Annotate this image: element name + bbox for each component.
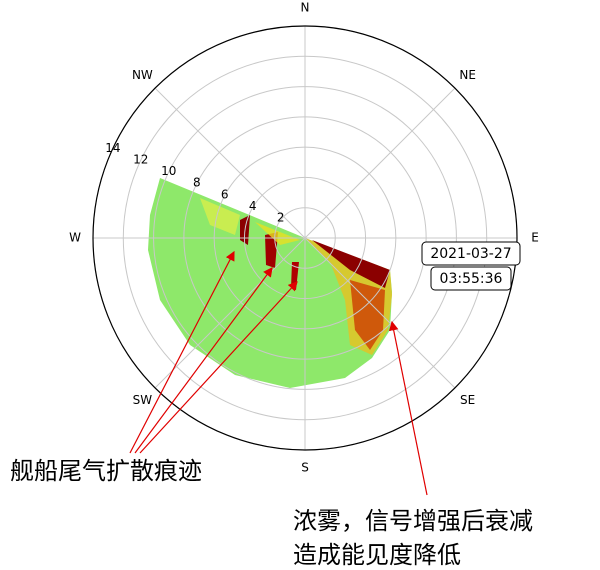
timestamp: 2021-03-27 03:55:36: [421, 241, 521, 291]
r-tick-label: 2: [277, 210, 285, 224]
theta-tick-label: NE: [459, 68, 476, 82]
theta-tick-label: W: [69, 231, 81, 245]
grid-circle: [153, 86, 457, 390]
scan-area: [148, 178, 392, 388]
spoke: [304, 237, 456, 389]
grid-circle: [213, 146, 397, 330]
grid-circle: [183, 116, 427, 360]
spoke: [304, 87, 456, 239]
r-tick-label: 10: [161, 164, 176, 178]
grid-circle: [122, 55, 488, 421]
theta-tick-label: N: [301, 1, 310, 15]
grid-circle: [274, 207, 336, 269]
outer-circle: [92, 25, 518, 451]
r-tick-label: 6: [221, 187, 229, 201]
r-tick-label: 12: [133, 152, 148, 166]
annotation: 浓雾，信号增强后衰减: [293, 507, 533, 535]
date: 2021-03-27: [430, 246, 511, 262]
time: 03:55:36: [440, 271, 503, 287]
r-tick-label: 8: [193, 176, 201, 190]
r-tick-label: 14: [105, 141, 120, 155]
time-box: [430, 266, 512, 291]
date-box: [421, 241, 521, 266]
annotation: 造成能见度降低: [293, 541, 461, 569]
r-tick-label: 4: [249, 199, 257, 213]
theta-tick-label: SE: [460, 393, 475, 407]
spoke: [154, 237, 306, 389]
theta-tick-label: S: [301, 461, 309, 475]
theta-tick-label: SW: [133, 393, 153, 407]
grid-circle: [243, 176, 367, 300]
spoke: [154, 87, 306, 239]
arrows: [129, 250, 428, 496]
theta-tick-label: NW: [132, 68, 153, 82]
theta-tick-label: E: [531, 231, 539, 245]
annotation: 舰船尾气扩散痕迹: [10, 457, 202, 485]
